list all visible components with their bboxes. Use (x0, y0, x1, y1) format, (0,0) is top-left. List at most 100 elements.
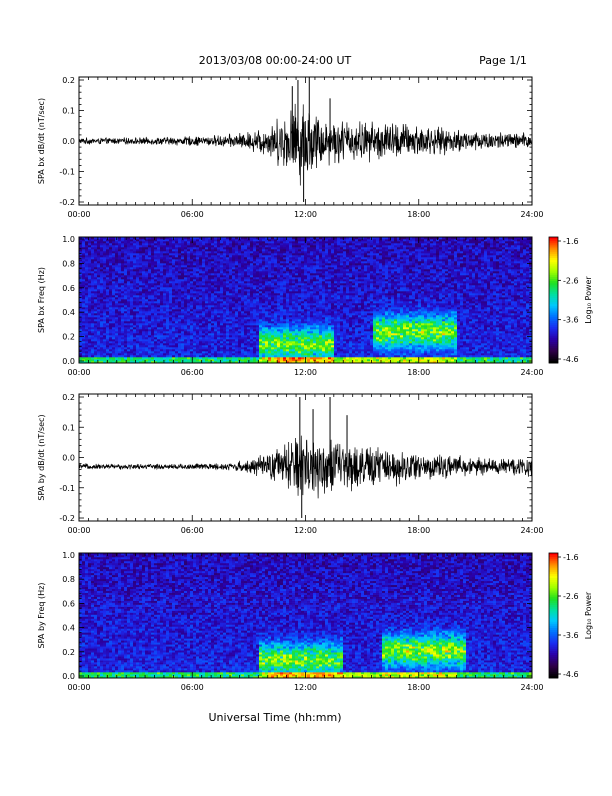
heatmap-cell (178, 247, 181, 249)
heatmap-cell (241, 311, 244, 313)
heatmap-cell (124, 285, 127, 287)
heatmap-cell (100, 335, 103, 337)
heatmap-cell (247, 339, 250, 341)
heatmap-cell (193, 293, 196, 295)
heatmap-cell (154, 313, 157, 315)
heatmap-cell (190, 329, 193, 331)
heatmap-cell (211, 349, 214, 351)
heatmap-cell (199, 287, 202, 289)
heatmap-cell (139, 355, 142, 357)
heatmap-cell (97, 289, 100, 291)
heatmap-cell (100, 329, 103, 331)
heatmap-cell (133, 271, 136, 273)
heatmap-cell (166, 351, 169, 353)
heatmap-cell (283, 297, 286, 299)
heatmap-cell (202, 341, 205, 343)
heatmap-cell (271, 335, 274, 337)
heatmap-cell (163, 327, 166, 329)
heatmap-cell (100, 287, 103, 289)
heatmap-cell (217, 303, 220, 305)
heatmap-cell (163, 263, 166, 265)
heatmap-cell (187, 345, 190, 347)
heatmap-cell (145, 333, 148, 335)
heatmap-cell (259, 257, 262, 259)
heatmap-cell (178, 261, 181, 263)
heatmap-cell (124, 337, 127, 339)
heatmap-cell (208, 247, 211, 249)
heatmap-cell (106, 349, 109, 351)
heatmap-cell (142, 247, 145, 249)
heatmap-cell (118, 339, 121, 341)
heatmap-cell (247, 331, 250, 333)
heatmap-cell (130, 353, 133, 355)
heatmap-cell (181, 265, 184, 267)
heatmap-cell (112, 271, 115, 273)
heatmap-cell (211, 353, 214, 355)
heatmap-cell (94, 255, 97, 257)
heatmap-cell (157, 357, 160, 359)
heatmap-cell (97, 355, 100, 357)
heatmap-cell (124, 275, 127, 277)
heatmap-cell (262, 329, 265, 331)
heatmap-cell (82, 353, 85, 355)
heatmap-cell (268, 315, 271, 317)
heatmap-cell (196, 343, 199, 345)
heatmap-cell (175, 349, 178, 351)
heatmap-cell (169, 317, 172, 319)
heatmap-cell (265, 257, 268, 259)
heatmap-cell (244, 317, 247, 319)
heatmap-cell (82, 345, 85, 347)
heatmap-cell (265, 251, 268, 253)
heatmap-cell (136, 357, 139, 359)
heatmap-cell (280, 275, 283, 277)
heatmap-cell (202, 271, 205, 273)
heatmap-cell (205, 245, 208, 247)
heatmap-cell (106, 315, 109, 317)
heatmap-cell (295, 285, 298, 287)
heatmap-cell (295, 293, 298, 295)
heatmap-cell (160, 317, 163, 319)
heatmap-cell (91, 329, 94, 331)
heatmap-cell (118, 323, 121, 325)
heatmap-cell (91, 335, 94, 337)
heatmap-cell (145, 267, 148, 269)
heatmap-cell (250, 355, 253, 357)
heatmap-cell (187, 271, 190, 273)
heatmap-cell (268, 299, 271, 301)
heatmap-cell (214, 259, 217, 261)
heatmap-cell (118, 293, 121, 295)
heatmap-cell (139, 295, 142, 297)
heatmap-cell (109, 279, 112, 281)
heatmap-cell (244, 309, 247, 311)
heatmap-cell (124, 245, 127, 247)
heatmap-cell (205, 267, 208, 269)
heatmap-cell (130, 261, 133, 263)
heatmap-cell (85, 277, 88, 279)
heatmap-cell (115, 263, 118, 265)
heatmap-cell (244, 347, 247, 349)
heatmap-cell (280, 257, 283, 259)
heatmap-cell (157, 359, 160, 361)
heatmap-cell (112, 329, 115, 331)
heatmap-cell (112, 283, 115, 285)
heatmap-cell (130, 329, 133, 331)
heatmap-cell (256, 261, 259, 263)
heatmap-cell (250, 281, 253, 283)
heatmap-cell (277, 321, 280, 323)
heatmap-cell (223, 261, 226, 263)
heatmap-cell (151, 261, 154, 263)
heatmap-cell (238, 255, 241, 257)
heatmap-cell (271, 325, 274, 327)
heatmap-cell (157, 317, 160, 319)
heatmap-cell (295, 355, 298, 357)
heatmap-cell (226, 307, 229, 309)
heatmap-cell (100, 285, 103, 287)
heatmap-cell (172, 303, 175, 305)
heatmap-cell (244, 339, 247, 341)
heatmap-cell (271, 311, 274, 313)
heatmap-cell (208, 275, 211, 277)
heatmap-cell (253, 251, 256, 253)
heatmap-cell (133, 337, 136, 339)
heatmap-cell (103, 273, 106, 275)
